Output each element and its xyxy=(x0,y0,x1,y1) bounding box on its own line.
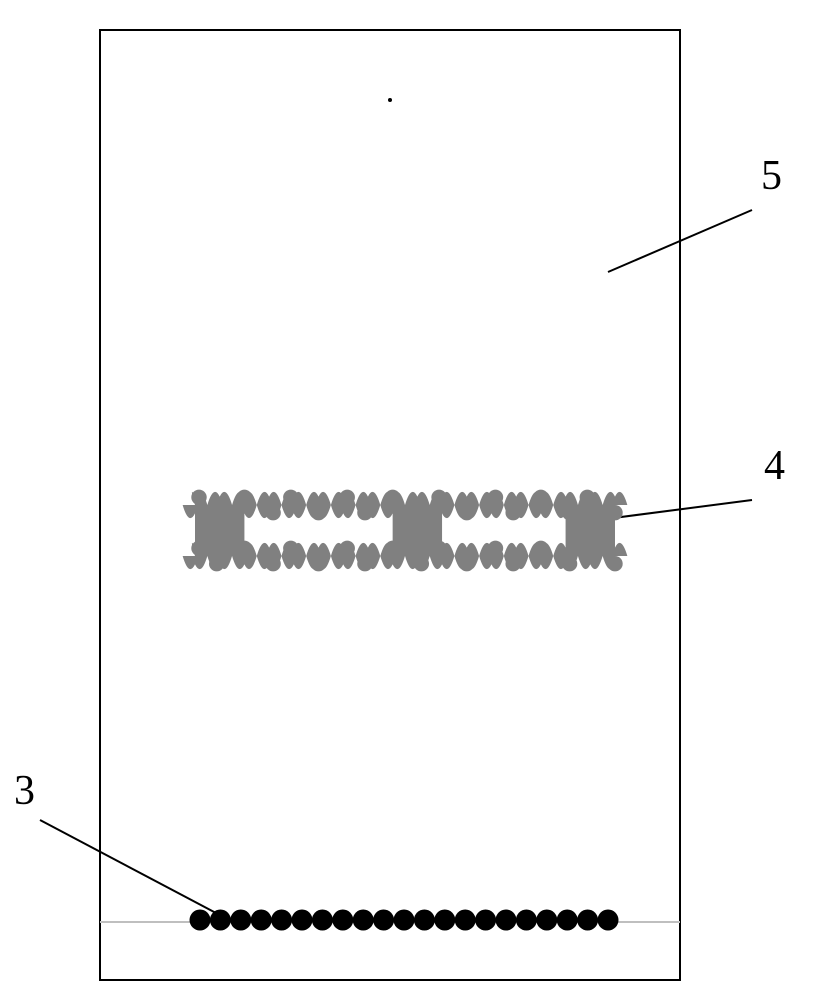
annotation-3-leader xyxy=(40,820,216,913)
diagram-canvas xyxy=(0,0,813,1000)
top-dot xyxy=(388,98,392,102)
black-band xyxy=(190,910,619,931)
gray-band xyxy=(183,490,628,572)
annotation-5-label: 5 xyxy=(761,155,782,197)
annotation-4-label: 4 xyxy=(764,445,785,487)
annotation-3-label: 3 xyxy=(14,770,35,812)
